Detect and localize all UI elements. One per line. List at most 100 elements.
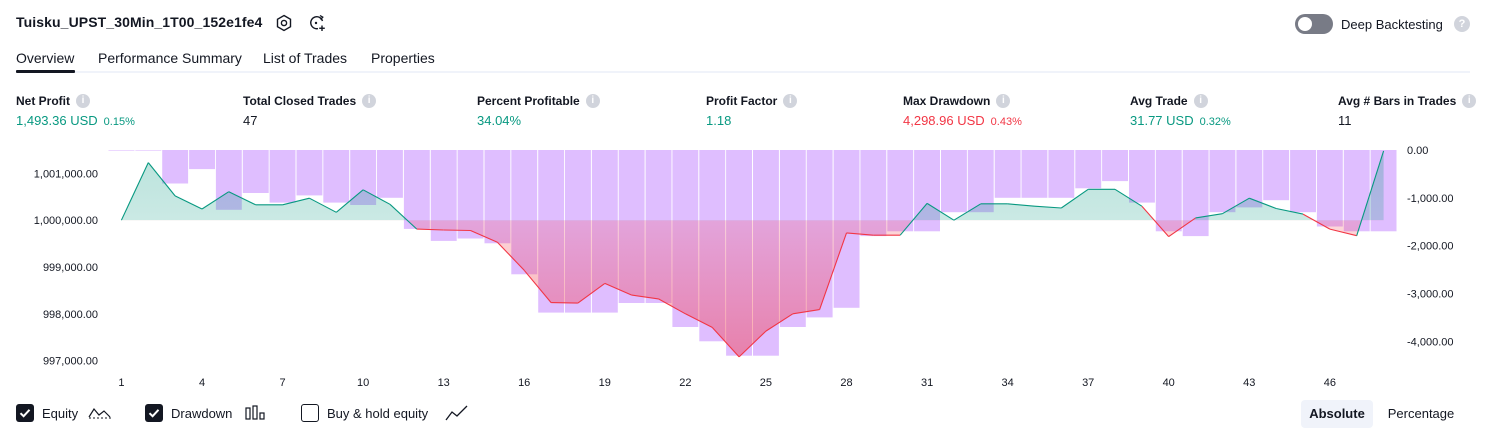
equity-area-positive — [121, 150, 1384, 221]
metric-value-max-drawdown: 4,298.96 USD 0.43% — [903, 113, 1022, 128]
drawdown-bar — [323, 150, 350, 203]
strategy-title: Tuisku_UPST_30Min_1T00_152e1fe4 — [16, 14, 263, 30]
drawdown-bar — [1021, 150, 1048, 198]
drawdown-checkbox[interactable] — [145, 404, 163, 422]
x-axis-tick: 28 — [840, 377, 852, 389]
x-axis-tick: 10 — [357, 377, 369, 389]
drawdown-bar — [1048, 150, 1075, 198]
info-icon[interactable]: i — [783, 94, 798, 108]
x-axis-tick: 31 — [921, 377, 933, 389]
x-axis-tick: 22 — [679, 377, 691, 389]
equity-segment — [470, 229, 498, 243]
tab-properties[interactable]: Properties — [371, 50, 435, 66]
tabs-divider — [16, 71, 1470, 73]
metric-label-percent-profitable: Percent Profitable i — [477, 94, 600, 108]
help-icon[interactable]: ? — [1454, 16, 1470, 32]
drawdown-bar — [377, 150, 403, 198]
drawdown-bar — [1316, 150, 1343, 227]
metric-label-avg-trade: Avg Trade i — [1130, 94, 1208, 108]
equity-segment — [846, 232, 874, 236]
equity-segment — [147, 162, 176, 197]
equity-segment — [1060, 188, 1089, 209]
equity-segment — [1302, 213, 1331, 230]
equity-legend-label: Equity — [42, 406, 79, 421]
drawdown-bar — [1209, 150, 1236, 213]
x-axis-tick: 19 — [599, 377, 611, 389]
equity-segment — [174, 195, 203, 210]
tab-overview[interactable]: Overview — [16, 50, 75, 66]
equity-segment — [658, 298, 686, 315]
buy-hold-line-icon — [445, 403, 469, 423]
equity-segment — [1034, 205, 1062, 209]
equity-segment — [792, 309, 820, 315]
percentage-button[interactable]: Percentage — [1387, 406, 1455, 421]
equity-segment — [953, 203, 982, 221]
equity-segment — [1195, 213, 1223, 219]
equity-segment — [335, 189, 364, 213]
source-code-icon[interactable] — [307, 13, 327, 33]
equity-segment — [604, 282, 632, 296]
drawdown-bar — [162, 150, 189, 184]
metric-label-avg-bars-in-trades: Avg # Bars in Trades i — [1338, 94, 1477, 108]
deep-backtesting-toggle[interactable] — [1295, 14, 1333, 34]
equity-drawdown-chart[interactable]: 1,001,000.00 1,000,000.00 999,000.00 998,00… — [0, 140, 1486, 396]
metric-value-profit-factor: 1.18 — [706, 113, 732, 128]
left-axis-tick: 1,001,000.00 — [34, 168, 98, 180]
metric-value-net-profit: 1,493.36 USD 0.15% — [16, 113, 135, 128]
equity-segment — [389, 203, 418, 230]
equity-area — [121, 150, 1384, 357]
equity-checkbox[interactable] — [16, 404, 34, 422]
metric-label-profit-factor: Profit Factor i — [706, 94, 798, 108]
equity-segment — [1114, 188, 1143, 207]
info-icon[interactable]: i — [76, 94, 90, 108]
equity-segment — [631, 294, 659, 300]
equity-segment — [765, 313, 794, 332]
info-icon[interactable]: i — [1193, 94, 1208, 108]
x-axis-tick: 1 — [118, 377, 124, 389]
left-axis-tick: 997,000.00 — [43, 356, 98, 368]
tab-performance-summary[interactable]: Performance Summary — [98, 50, 242, 66]
equity-segment — [443, 229, 471, 232]
equity-segment — [1141, 205, 1170, 237]
metric-label-total-closed-trades: Total Closed Trades i — [243, 94, 377, 108]
drawdown-bar — [189, 150, 215, 170]
info-icon[interactable]: i — [996, 94, 1011, 108]
equity-segment — [309, 197, 337, 213]
equity-segment — [228, 191, 256, 206]
metric-label-net-profit: Net Profit i — [16, 94, 90, 108]
left-axis-tick: 998,000.00 — [43, 309, 98, 321]
drawdown-bar — [1263, 150, 1290, 201]
right-axis: 0.00 -1,000.00 -2,000.00 -3,000.00 -4,000.00 — [1407, 145, 1453, 348]
equity-segment — [551, 302, 578, 304]
equity-segment — [738, 330, 767, 358]
equity-segment — [1276, 207, 1304, 215]
equity-segment — [282, 197, 310, 206]
drawdown-bar — [887, 150, 914, 232]
deep-backtesting-label: Deep Backtesting — [1341, 17, 1443, 32]
metric-value-percent-profitable: 34.04% — [477, 113, 522, 128]
x-axis-tick: 7 — [280, 377, 286, 389]
equity-segment — [819, 232, 848, 310]
equity-segment — [926, 202, 955, 221]
drawdown-bar — [242, 150, 269, 193]
drawdown-legend-label: Drawdown — [171, 406, 233, 421]
drawdown-bar — [269, 150, 296, 203]
x-axis-tick: 40 — [1163, 377, 1175, 389]
drawdown-bar — [135, 150, 162, 151]
equity-line — [120, 150, 1385, 358]
settings-icon[interactable] — [274, 13, 294, 33]
tab-list-of-trades[interactable]: List of Trades — [263, 50, 348, 66]
equity-segment — [1168, 217, 1196, 238]
right-axis-tick: -2,000.00 — [1407, 241, 1453, 253]
x-axis-tick: 43 — [1243, 377, 1255, 389]
info-icon[interactable]: i — [362, 94, 377, 108]
info-icon[interactable]: i — [585, 94, 600, 108]
buy-hold-equity-checkbox[interactable] — [301, 404, 319, 422]
x-axis-tick: 37 — [1082, 377, 1094, 389]
info-icon[interactable]: i — [1462, 94, 1477, 108]
absolute-button[interactable]: Absolute — [1301, 400, 1373, 428]
x-axis-tick: 46 — [1324, 377, 1336, 389]
equity-segment — [1356, 150, 1385, 236]
equity-segment — [201, 191, 230, 210]
right-axis-tick: -4,000.00 — [1407, 336, 1453, 348]
